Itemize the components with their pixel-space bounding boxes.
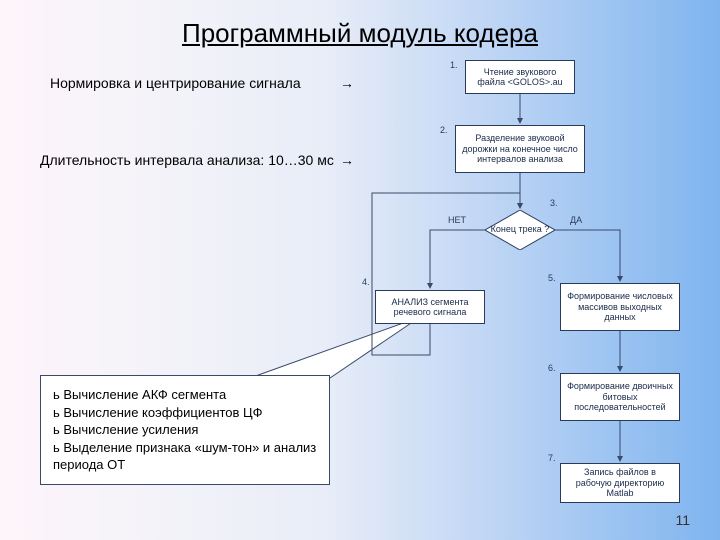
flow-node-4: АНАЛИЗ сегмента речевого сигнала <box>375 290 485 324</box>
flow-node-2: Разделение звуковой дорожки на конечное … <box>455 125 585 173</box>
callout-box: ь Вычисление АКФ сегмента ь Вычисление к… <box>40 375 330 485</box>
annotation-2: Длительность интервала анализа: 10…30 мс <box>40 152 334 168</box>
flow-node-5: Формирование числовых массивов выходных … <box>560 283 680 331</box>
slide-content: Программный модуль кодера Нормировка и ц… <box>0 0 720 540</box>
flow-node-7: Запись файлов в рабочую директорию Matla… <box>560 463 680 503</box>
page-number: 11 <box>675 512 690 528</box>
node-num-3: 3. <box>550 198 558 208</box>
node-num-1: 1. <box>450 60 458 70</box>
callout-line: ь Вычисление АКФ сегмента <box>53 386 317 404</box>
flow-node-1: Чтение звукового файла <GOLOS>.au <box>465 60 575 94</box>
arrow-1: → <box>340 75 354 91</box>
diamond-text: Конец трека ? <box>485 224 555 234</box>
callout-line: ь Вычисление усиления <box>53 421 317 439</box>
annotation-1: Нормировка и центрирование сигнала <box>50 75 301 91</box>
page-title: Программный модуль кодера <box>0 18 720 49</box>
callout-line: ь Вычисление коэффициентов ЦФ <box>53 404 317 422</box>
flowchart: 1. Чтение звукового файла <GOLOS>.au 2. … <box>370 55 700 515</box>
callout-line: ь Выделение признака «шум-тон» и анализ … <box>53 439 317 474</box>
node-num-6: 6. <box>548 363 556 373</box>
flow-node-6: Формирование двоичных битовых последоват… <box>560 373 680 421</box>
node-num-4: 4. <box>362 277 370 287</box>
node-num-7: 7. <box>548 453 556 463</box>
flow-node-3: Конец трека ? <box>485 210 555 250</box>
label-no: НЕТ <box>448 215 466 225</box>
arrow-2: → <box>340 152 354 168</box>
label-yes: ДА <box>570 215 582 225</box>
node-num-5: 5. <box>548 273 556 283</box>
node-num-2: 2. <box>440 125 448 135</box>
